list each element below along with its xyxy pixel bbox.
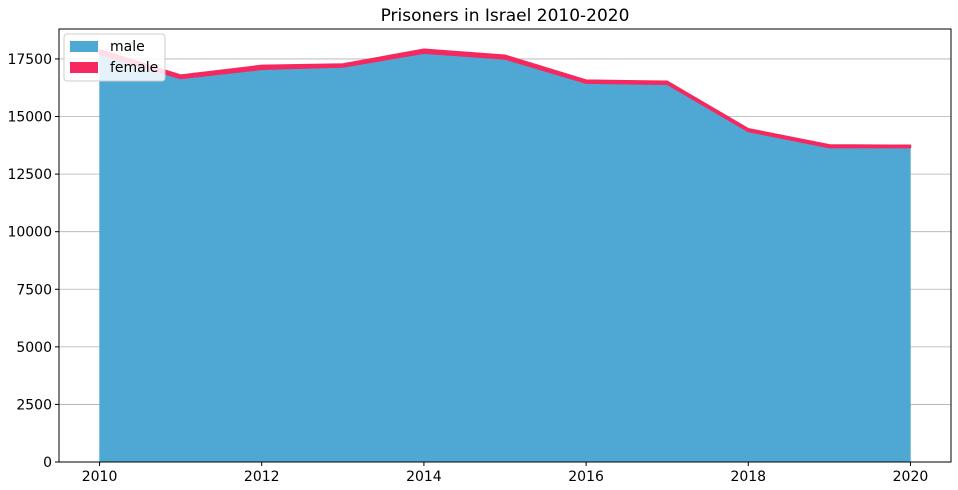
plot-frame: [58, 28, 952, 463]
y-tick-label-12500: 12500: [7, 167, 52, 183]
x-tick-label-2016: 2016: [568, 469, 604, 485]
axes: 2010 2012 2014 2016 2018 2020 0 2500 5000 7500 100…: [7, 52, 928, 485]
y-tick-label-10000: 10000: [7, 225, 52, 241]
area-male: [99, 52, 911, 463]
y-tick-label-17500: 17500: [7, 52, 52, 68]
x-tick-label-2020: 2020: [893, 469, 929, 485]
x-tick-label-2012: 2012: [244, 469, 280, 485]
legend-swatch-male: [70, 41, 98, 52]
y-tick-label-2500: 2500: [16, 397, 52, 413]
y-tick-label-5000: 5000: [16, 340, 52, 356]
legend-swatch-female: [70, 62, 98, 73]
legend-label-female: female: [110, 60, 158, 76]
chart-title: Prisoners in Israel 2010-2020: [381, 6, 630, 26]
legend-label-male: male: [110, 39, 145, 55]
y-tick-label-0: 0: [43, 455, 52, 471]
y-tick-label-15000: 15000: [7, 110, 52, 126]
x-tick-label-2018: 2018: [730, 469, 766, 485]
area-layer: [98, 48, 912, 463]
x-tick-label-2014: 2014: [406, 469, 442, 485]
y-tick-label-7500: 7500: [16, 282, 52, 298]
legend: male female: [63, 33, 166, 82]
x-tick-label-2010: 2010: [82, 469, 118, 485]
area-female: [98, 48, 912, 149]
